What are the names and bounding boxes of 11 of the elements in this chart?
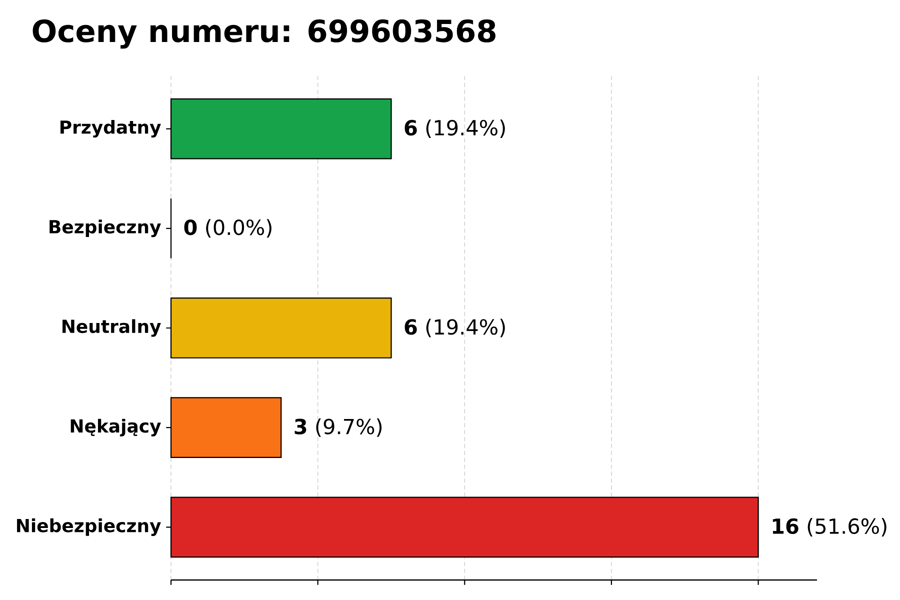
y-tick-label: Neutralny	[62, 319, 161, 337]
data-label: 6 (19.4%)	[404, 318, 505, 338]
data-label: 6 (19.4%)	[404, 120, 505, 138]
chart-title: Oceny numeru: 699603568	[32, 19, 496, 49]
y-tick-label: Niebezpieczny	[17, 518, 161, 536]
y-tick-label: Bezpieczny	[50, 220, 161, 238]
data-label: 3 (9.7%)	[294, 418, 382, 437]
y-tick-label: Przydatny	[60, 120, 161, 138]
y-tick-label: Nękający	[70, 418, 161, 436]
data-label: 0 (0.0%)	[184, 219, 272, 238]
data-label: 16 (51.6%)	[772, 518, 886, 536]
